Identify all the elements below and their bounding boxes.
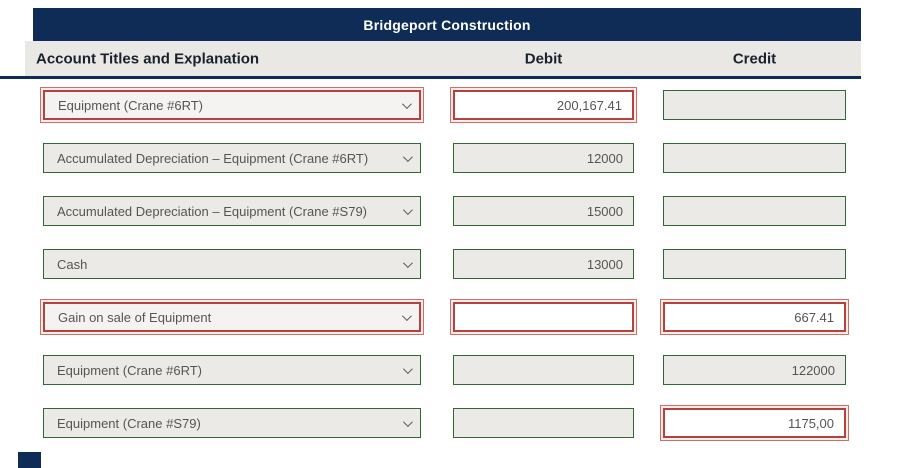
debit-input-wrap bbox=[450, 193, 637, 229]
credit-input-wrap bbox=[660, 352, 849, 388]
credit-input[interactable] bbox=[663, 90, 846, 120]
account-select-wrap: Equipment (Crane #6RT) bbox=[40, 87, 424, 123]
account-select-wrap: Accumulated Depreciation – Equipment (Cr… bbox=[40, 193, 424, 229]
debit-input-wrap bbox=[450, 246, 637, 282]
account-select-wrap: Accumulated Depreciation – Equipment (Cr… bbox=[40, 140, 424, 176]
journal-row: Accumulated Depreciation – Equipment (Cr… bbox=[0, 140, 899, 176]
account-select[interactable]: Equipment (Crane #S79) bbox=[43, 408, 421, 438]
credit-input[interactable] bbox=[663, 196, 846, 226]
account-select[interactable]: Gain on sale of Equipment bbox=[43, 302, 421, 332]
journal-row: Gain on sale of Equipment bbox=[0, 299, 899, 335]
credit-input[interactable] bbox=[663, 302, 846, 332]
credit-input-wrap bbox=[660, 299, 849, 335]
credit-input-wrap bbox=[660, 193, 849, 229]
journal-row: Equipment (Crane #6RT) bbox=[0, 87, 899, 123]
next-table-partial bbox=[18, 452, 41, 468]
journal-row: Equipment (Crane #6RT) bbox=[0, 352, 899, 388]
chevron-down-icon bbox=[402, 363, 413, 374]
journal-row: Accumulated Depreciation – Equipment (Cr… bbox=[0, 193, 899, 229]
credit-input[interactable] bbox=[663, 249, 846, 279]
chevron-down-icon bbox=[402, 151, 413, 162]
account-select-wrap: Gain on sale of Equipment bbox=[40, 299, 424, 335]
debit-input[interactable] bbox=[453, 143, 634, 173]
chevron-down-icon bbox=[401, 98, 412, 109]
account-select-value: Accumulated Depreciation – Equipment (Cr… bbox=[57, 203, 368, 219]
company-title: Bridgeport Construction bbox=[363, 16, 531, 33]
debit-input[interactable] bbox=[453, 355, 634, 385]
account-select-value: Equipment (Crane #S79) bbox=[57, 415, 201, 431]
table-title-bar: Bridgeport Construction bbox=[33, 8, 861, 41]
account-select-wrap: Cash bbox=[40, 246, 424, 282]
journal-rows: Equipment (Crane #6RT) Accumulated Depre… bbox=[0, 87, 899, 458]
column-header-credit: Credit bbox=[732, 50, 777, 67]
debit-input[interactable] bbox=[453, 196, 634, 226]
credit-input-wrap bbox=[660, 140, 849, 176]
account-select-wrap: Equipment (Crane #S79) bbox=[40, 405, 424, 441]
chevron-down-icon bbox=[402, 204, 413, 215]
journal-row: Equipment (Crane #S79) bbox=[0, 405, 899, 441]
account-select-value: Cash bbox=[57, 256, 88, 272]
debit-input-wrap bbox=[450, 405, 637, 441]
chevron-down-icon bbox=[402, 257, 413, 268]
credit-input[interactable] bbox=[663, 143, 846, 173]
account-select-value: Accumulated Depreciation – Equipment (Cr… bbox=[57, 150, 369, 166]
account-select-value: Gain on sale of Equipment bbox=[58, 309, 212, 325]
credit-input[interactable] bbox=[663, 408, 846, 438]
debit-input-wrap bbox=[450, 87, 637, 123]
debit-input[interactable] bbox=[453, 408, 634, 438]
credit-input-wrap bbox=[660, 246, 849, 282]
debit-input-wrap bbox=[450, 299, 637, 335]
chevron-down-icon bbox=[401, 310, 412, 321]
chevron-down-icon bbox=[402, 416, 413, 427]
journal-row: Cash bbox=[0, 246, 899, 282]
account-select-value: Equipment (Crane #6RT) bbox=[58, 97, 203, 113]
debit-input[interactable] bbox=[453, 249, 634, 279]
credit-input-wrap bbox=[660, 87, 849, 123]
credit-input-wrap bbox=[660, 405, 849, 441]
account-select[interactable]: Equipment (Crane #6RT) bbox=[43, 355, 421, 385]
account-select-value: Equipment (Crane #6RT) bbox=[57, 362, 202, 378]
column-header-debit: Debit bbox=[524, 50, 563, 67]
header-divider bbox=[0, 76, 861, 79]
column-header-account: Account Titles and Explanation bbox=[36, 50, 260, 67]
account-select-wrap: Equipment (Crane #6RT) bbox=[40, 352, 424, 388]
debit-input[interactable] bbox=[453, 90, 634, 120]
debit-input-wrap bbox=[450, 352, 637, 388]
account-select[interactable]: Cash bbox=[43, 249, 421, 279]
debit-input[interactable] bbox=[453, 302, 634, 332]
account-select[interactable]: Accumulated Depreciation – Equipment (Cr… bbox=[43, 196, 421, 226]
column-header-row: Account Titles and Explanation Debit Cre… bbox=[25, 41, 861, 76]
credit-input[interactable] bbox=[663, 355, 846, 385]
debit-input-wrap bbox=[450, 140, 637, 176]
account-select[interactable]: Equipment (Crane #6RT) bbox=[43, 90, 421, 120]
account-select[interactable]: Accumulated Depreciation – Equipment (Cr… bbox=[43, 143, 421, 173]
